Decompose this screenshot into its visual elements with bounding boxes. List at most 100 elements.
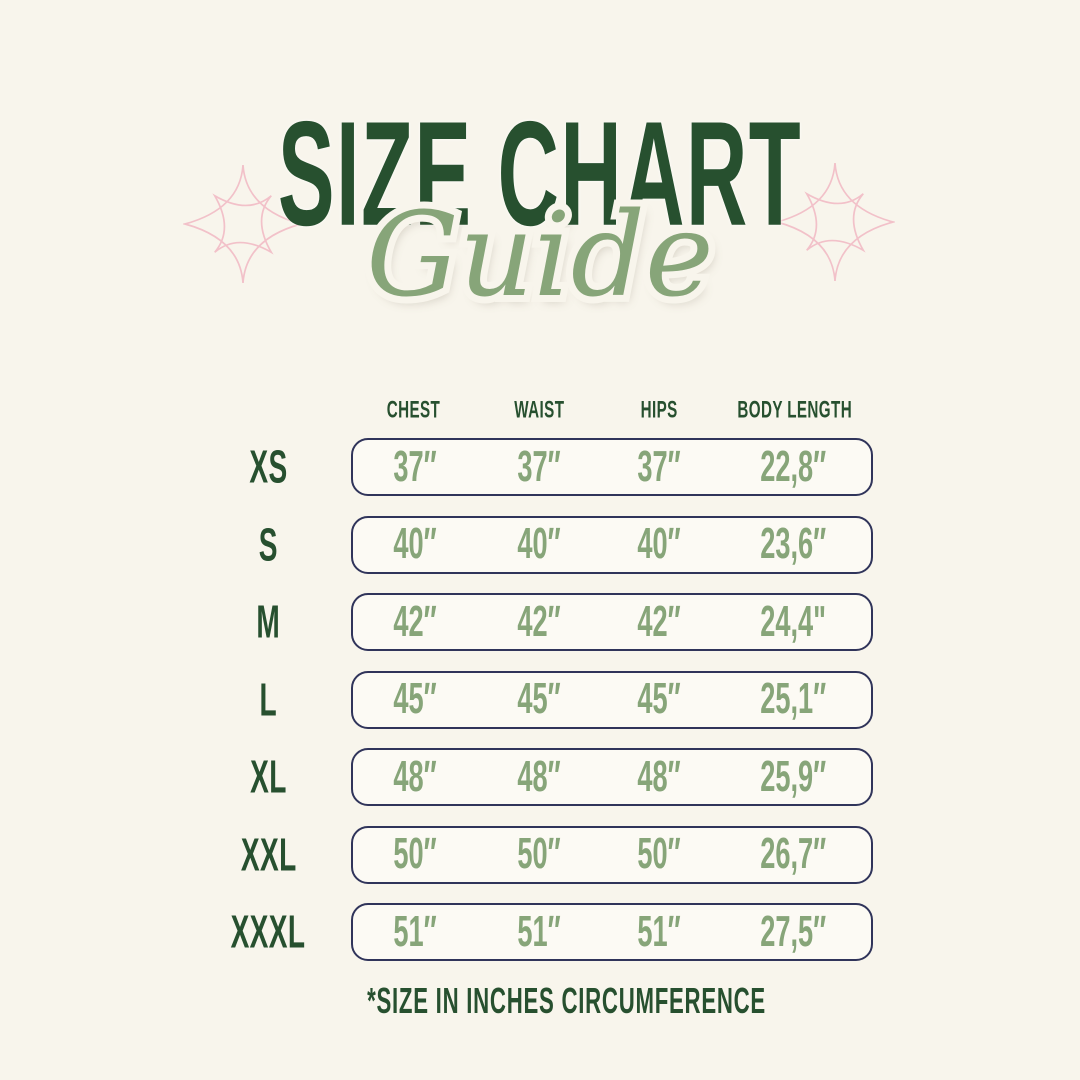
measurement-row-box: 50″ 50″ 50″ 26,7″: [351, 825, 873, 884]
measurement-cell: 24,4": [716, 597, 871, 645]
size-label-cell: XXL: [186, 826, 351, 884]
measurement-value: 45″: [517, 674, 562, 723]
measurement-cell: 37″: [353, 442, 477, 490]
sparkle-icon: [775, 162, 895, 282]
footnote-block: *SIZE IN INCHES CIRCUMFERENCE: [0, 982, 1080, 1022]
measurement-value: 48″: [517, 752, 562, 801]
measurement-cell: 23,6″: [716, 520, 871, 568]
measurement-cell: 37″: [602, 442, 716, 490]
measurement-value: 45″: [636, 674, 681, 723]
measurement-value: 37″: [636, 442, 681, 491]
measurement-cell: 50″: [602, 830, 716, 878]
measurement-value: 48″: [636, 752, 681, 801]
measurement-value: 42″: [393, 597, 437, 646]
measurement-row-box: 51″ 51″ 51″ 27,5″: [351, 903, 873, 961]
measurement-cell: 48″: [477, 752, 601, 800]
size-label-cell: M: [186, 593, 351, 651]
measurement-value: 37″: [517, 442, 562, 491]
size-label-cell: XXXL: [186, 903, 351, 961]
measurement-cell: 50″: [477, 830, 601, 878]
measurement-row-box: 42″ 42″ 42″ 24,4": [351, 593, 873, 651]
measurement-cell: 45″: [602, 675, 716, 723]
measurement-cell: 51″: [353, 907, 477, 955]
size-label: XXL: [240, 827, 297, 881]
table-row: L 45″ 45″ 45″ 25,1″: [186, 670, 894, 729]
measurement-row-box: 48″ 48″ 48″ 25,9″: [351, 748, 873, 806]
measurement-cell: 40″: [353, 520, 477, 568]
measurement-value: 50″: [393, 829, 437, 878]
table-row: XS 37″ 37″ 37″ 22,8″: [186, 438, 894, 496]
measurement-value: 50″: [636, 829, 681, 878]
measurement-value: 50″: [517, 829, 562, 878]
measurement-cell: 50″: [353, 830, 477, 878]
measurement-cell: 25,1″: [716, 675, 871, 723]
measurement-value: 48″: [393, 752, 437, 801]
measurement-value: 45″: [393, 674, 437, 723]
table-row: M 42″ 42″ 42″ 24,4": [186, 593, 894, 651]
measurement-cell: 22,8″: [716, 442, 871, 490]
size-label-cell: S: [186, 516, 351, 574]
table-row: XL 48″ 48″ 48″ 25,9″: [186, 748, 894, 806]
measurement-cell: 48″: [353, 752, 477, 800]
measurement-cell: 45″: [353, 675, 477, 723]
measurement-value: 37″: [393, 442, 437, 491]
measurement-value: 26,7″: [760, 829, 827, 878]
page-title: SIZE CHART: [277, 91, 803, 258]
measurement-cell: 42″: [602, 597, 716, 645]
measurement-value: 40″: [636, 519, 681, 568]
measurement-value: 23,6″: [760, 519, 827, 568]
measurement-cell: 42″: [477, 597, 601, 645]
measurement-cell: 37″: [477, 442, 601, 490]
measurement-value: 25,1″: [760, 674, 827, 723]
size-label-cell: XS: [186, 438, 351, 496]
column-header: WAIST: [476, 396, 601, 423]
column-header: HIPS: [602, 396, 717, 423]
measurement-value: 25,9″: [760, 752, 827, 801]
measurement-row-box: 37″ 37″ 37″ 22,8″: [351, 438, 873, 496]
table-row: S 40″ 40″ 40″ 23,6″: [186, 515, 894, 574]
size-label-cell: L: [186, 671, 351, 729]
size-label-cell: XL: [186, 748, 351, 806]
column-header-label: HIPS: [640, 396, 678, 423]
measurement-cell: 27,5″: [716, 907, 871, 955]
column-headers: CHEST WAIST HIPS BODY LENGTH: [351, 396, 873, 423]
measurement-cell: 48″: [602, 752, 716, 800]
measurement-cell: 40″: [602, 520, 716, 568]
size-table: CHEST WAIST HIPS BODY LENGTH XS 37″ 37″ 37″ 22,…: [186, 383, 894, 981]
measurement-value: 40″: [393, 519, 437, 568]
column-header-label: BODY LENGTH: [737, 396, 853, 423]
measurement-cell: 51″: [477, 907, 601, 955]
table-body: XS 37″ 37″ 37″ 22,8″ S 40″ 40″ 40″ 23,6″ M 42″ 42″ 42…: [186, 438, 894, 961]
measurement-cell: 42″: [353, 597, 477, 645]
measurement-cell: 40″: [477, 520, 601, 568]
measurement-value: 22,8″: [760, 442, 827, 491]
measurement-value: 42″: [517, 597, 562, 646]
column-header-label: WAIST: [513, 396, 564, 423]
column-header: BODY LENGTH: [716, 396, 873, 423]
measurement-value: 42″: [636, 597, 681, 646]
measurement-row-box: 40″ 40″ 40″ 23,6″: [351, 515, 873, 574]
title-block: SIZE CHART: [0, 100, 1080, 249]
size-label: XXXL: [231, 905, 306, 958]
size-label: XS: [249, 440, 288, 493]
measurement-value: 51″: [393, 907, 437, 956]
size-label: XL: [250, 750, 287, 803]
measurement-cell: 45″: [477, 675, 601, 723]
column-header-label: CHEST: [386, 396, 441, 423]
footnote: *SIZE IN INCHES CIRCUMFERENCE: [367, 981, 767, 1022]
table-row: XXXL 51″ 51″ 51″ 27,5″: [186, 903, 894, 961]
measurement-cell: 26,7″: [716, 830, 871, 878]
measurement-value: 27,5″: [760, 907, 827, 956]
measurement-value: 51″: [636, 907, 681, 956]
size-label: L: [259, 672, 278, 726]
size-label: M: [256, 595, 281, 648]
table-row: XXL 50″ 50″ 50″ 26,7″: [186, 825, 894, 884]
size-label: S: [258, 517, 279, 571]
measurement-cell: 25,9″: [716, 752, 871, 800]
measurement-cell: 51″: [602, 907, 716, 955]
measurement-value: 51″: [517, 907, 562, 956]
measurement-value: 40″: [517, 519, 562, 568]
measurement-row-box: 45″ 45″ 45″ 25,1″: [351, 670, 873, 729]
sparkle-icon: [183, 164, 303, 284]
